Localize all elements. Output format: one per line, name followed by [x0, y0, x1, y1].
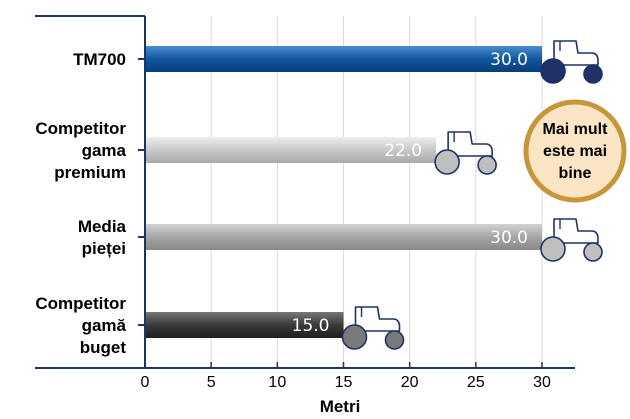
x-tick-label: 25 [467, 374, 485, 391]
bar [145, 312, 344, 338]
category-label-line: gamă [82, 316, 127, 335]
category-label-line: Media [78, 217, 127, 236]
bar-group: 15.0 [145, 306, 405, 350]
x-tick-label: 15 [335, 374, 353, 391]
tractor-rear-wheel [434, 149, 460, 175]
category-label-line: premium [54, 163, 126, 182]
bar-value-label: 15.0 [292, 316, 330, 336]
bar-group: 30.0 [145, 218, 603, 262]
category-label-line: gama [82, 141, 127, 160]
bar-value-label: 30.0 [490, 50, 528, 70]
x-tick-label: 20 [401, 374, 419, 391]
badge-text: Mai mult este mai bine [543, 121, 609, 182]
tractor-body [553, 40, 599, 66]
category-label: TM700 [73, 50, 126, 69]
tractor-body [447, 131, 493, 157]
category-label-line: Competitor [35, 294, 126, 313]
tractor-rear-wheel [540, 58, 566, 84]
badge-circle [523, 99, 627, 203]
category-labels: TM700 Competitor gama premium Media pieței Com… [35, 50, 126, 357]
x-tick-label: 5 [207, 374, 216, 391]
tractor-body [354, 306, 401, 332]
category-label-line: pieței [82, 239, 126, 258]
tractor-front-wheel [477, 155, 497, 175]
badge-text-line: Mai mult [543, 121, 609, 138]
bar [145, 224, 542, 250]
category-label: Media pieței [78, 217, 127, 258]
tractor-icon [341, 306, 405, 350]
x-axis-title: Metri [320, 397, 361, 416]
tractor-icon [540, 40, 603, 84]
tractor-rear-wheel [540, 236, 566, 262]
bar-value-label: 30.0 [490, 228, 528, 248]
tractor-front-wheel [583, 242, 603, 262]
bar [145, 46, 542, 72]
x-tick-labels: 0 5 10 15 20 25 30 [141, 374, 551, 391]
category-label-line: TM700 [73, 50, 126, 69]
tractor-front-wheel [583, 64, 603, 84]
bar [145, 137, 437, 163]
more-is-better-badge: Mai mult este mai bine [523, 99, 627, 203]
tractor-front-wheel [384, 330, 405, 350]
bar-value-label: 22.0 [384, 141, 422, 161]
category-label-line: Competitor [35, 119, 126, 138]
bars: 30.0 22.0 30.0 15.0 [145, 40, 603, 350]
category-label: Competitor gamă buget [35, 294, 126, 357]
x-tick-label: 10 [268, 374, 286, 391]
x-tick-label: 30 [533, 374, 551, 391]
axes [35, 15, 575, 369]
tractor-icon [540, 218, 603, 262]
category-label: Competitor gama premium [35, 119, 126, 182]
category-label-line: buget [80, 338, 127, 357]
badge-text-line: bine [559, 165, 592, 182]
tractor-rear-wheel [341, 324, 368, 350]
bar-group: 22.0 [145, 131, 497, 175]
bar-group: 30.0 [145, 40, 603, 84]
tractor-body [553, 218, 599, 244]
tractor-icon [434, 131, 497, 175]
badge-text-line: este mai [543, 143, 607, 160]
x-tick-label: 0 [141, 374, 150, 391]
